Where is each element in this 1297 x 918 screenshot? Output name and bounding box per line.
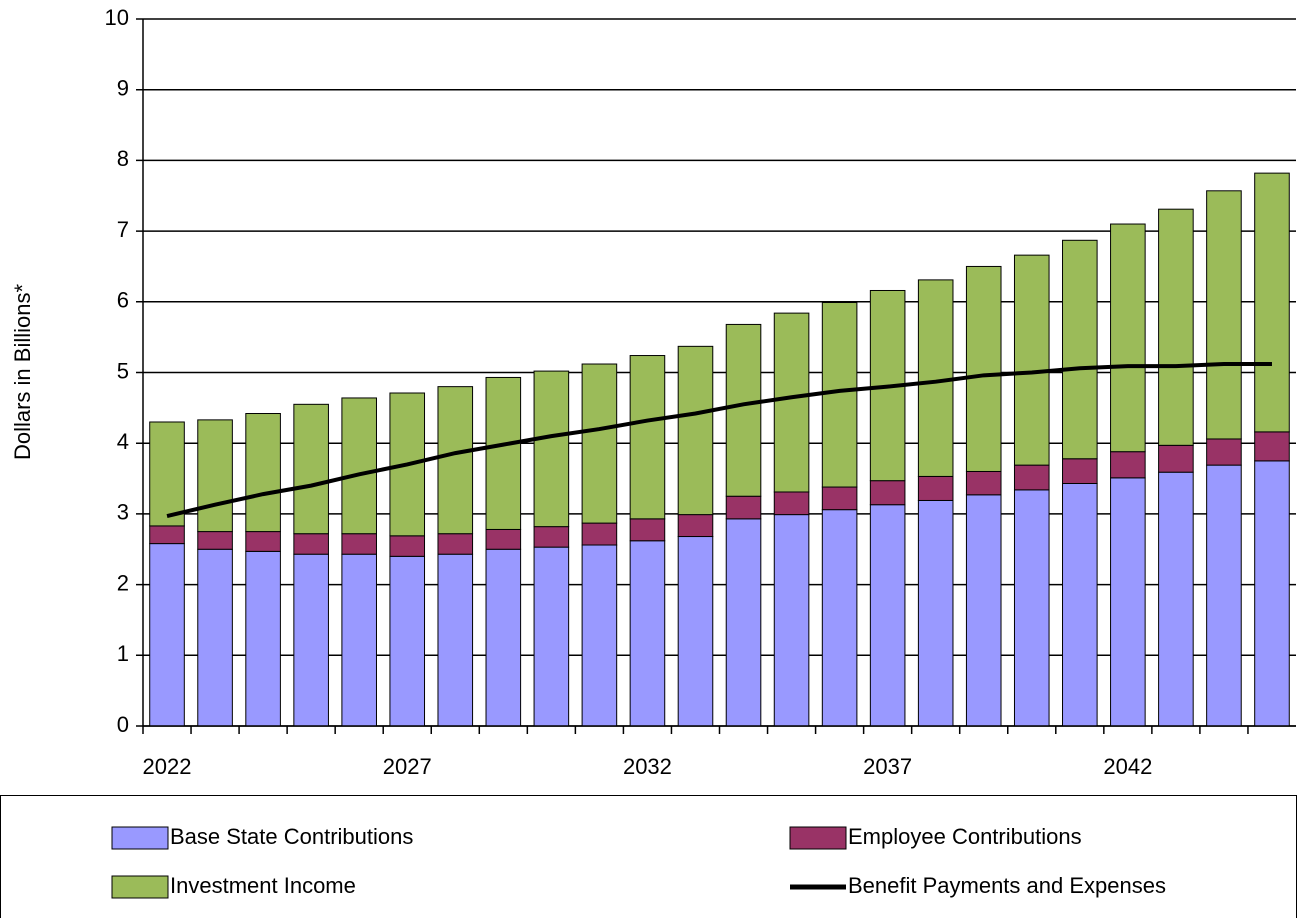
- bar: [389, 535, 426, 557]
- bar: [533, 546, 570, 727]
- y-tick-label: 5: [117, 358, 129, 383]
- bar: [197, 548, 233, 727]
- bar: [1206, 438, 1242, 466]
- bar: [869, 504, 906, 727]
- bar: [245, 550, 281, 727]
- bar: [1206, 464, 1242, 727]
- bar: [149, 525, 185, 545]
- bar: [725, 495, 762, 520]
- y-tick-label: 9: [117, 76, 129, 101]
- y-tick-label: 0: [117, 712, 129, 737]
- bar: [1062, 239, 1098, 460]
- bar: [1062, 482, 1098, 727]
- x-tick-label: 2022: [143, 754, 192, 779]
- bar: [293, 533, 329, 555]
- legend-swatch: [111, 826, 169, 850]
- bar: [437, 533, 474, 555]
- bar: [917, 499, 954, 727]
- bar: [869, 480, 906, 506]
- bar: [533, 526, 570, 548]
- bar: [1062, 458, 1098, 484]
- bar: [773, 491, 810, 516]
- bar: [245, 413, 281, 533]
- y-tick-label: 6: [117, 288, 129, 313]
- bar: [581, 522, 618, 546]
- bar: [965, 265, 1002, 472]
- bar: [677, 536, 714, 727]
- y-tick-label: 3: [117, 500, 129, 525]
- y-tick-label: 1: [117, 641, 129, 666]
- bar: [1013, 254, 1050, 466]
- bar: [485, 528, 522, 550]
- bar: [341, 533, 377, 555]
- bar: [773, 312, 810, 493]
- bar: [1254, 460, 1290, 727]
- bar: [1206, 190, 1242, 440]
- bar: [1158, 444, 1194, 473]
- bar: [677, 514, 714, 538]
- bar: [965, 494, 1002, 727]
- bar: [341, 397, 377, 535]
- bar: [437, 386, 474, 535]
- bar: [1013, 464, 1050, 491]
- bar: [1013, 489, 1050, 727]
- bar: [725, 518, 762, 727]
- y-tick-label: 10: [105, 5, 129, 30]
- bar: [293, 553, 329, 727]
- bar: [533, 370, 570, 528]
- x-tick-label: 2027: [383, 754, 432, 779]
- bar: [629, 540, 666, 727]
- y-tick-label: 2: [117, 570, 129, 595]
- bar: [629, 518, 666, 542]
- bar: [1158, 208, 1194, 446]
- bar: [581, 363, 618, 524]
- bar: [821, 486, 858, 511]
- bar: [149, 421, 185, 527]
- bar: [149, 543, 185, 727]
- bar: [1254, 431, 1290, 462]
- legend-swatch: [789, 826, 847, 850]
- y-axis-label: Dollars in Billions*: [10, 284, 35, 461]
- bar: [485, 548, 522, 727]
- legend-label: Benefit Payments and Expenses: [848, 873, 1166, 898]
- bar: [389, 555, 426, 727]
- bar: [965, 470, 1002, 496]
- bar: [773, 514, 810, 727]
- bar: [197, 531, 233, 550]
- bar: [581, 544, 618, 727]
- bar: [629, 355, 666, 520]
- bar: [917, 475, 954, 501]
- bar: [1158, 471, 1194, 727]
- x-tick-label: 2042: [1103, 754, 1152, 779]
- bar: [1110, 477, 1146, 727]
- x-tick-label: 2032: [623, 754, 672, 779]
- line: [166, 362, 1272, 518]
- bar: [293, 403, 329, 535]
- y-tick-label: 4: [117, 429, 129, 454]
- bar: [1254, 172, 1290, 433]
- y-tick-label: 8: [117, 146, 129, 171]
- legend-label: Investment Income: [170, 873, 356, 898]
- bar: [197, 419, 233, 533]
- legend-label: Employee Contributions: [848, 824, 1082, 849]
- bar: [245, 531, 281, 552]
- bar: [1110, 451, 1146, 479]
- legend-swatch: [111, 875, 169, 899]
- bar: [677, 345, 714, 516]
- bar: [821, 302, 858, 488]
- bar: [485, 376, 522, 530]
- legend-label: Base State Contributions: [170, 824, 413, 849]
- bar: [1110, 223, 1146, 453]
- bar: [821, 509, 858, 727]
- y-tick-label: 7: [117, 217, 129, 242]
- legend-box: [0, 795, 1297, 918]
- x-tick-label: 2037: [863, 754, 912, 779]
- bar: [341, 553, 377, 727]
- bar: [725, 323, 762, 497]
- bar: [437, 553, 474, 727]
